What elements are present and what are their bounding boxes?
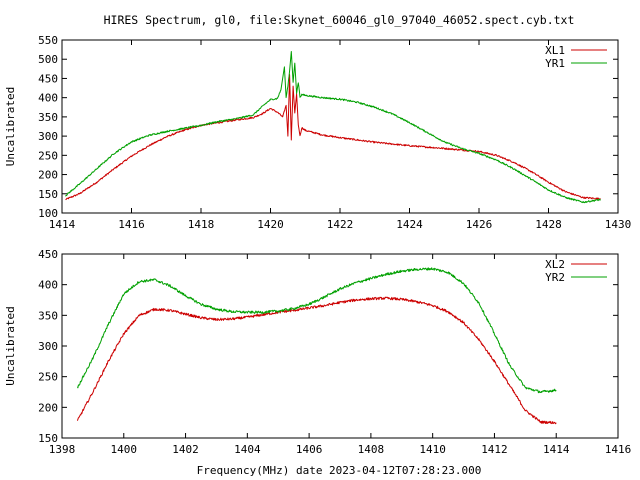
x-tick-label: 1428 [535,218,562,231]
legend-label-yr2: YR2 [545,271,565,284]
x-tick-label: 1412 [481,443,508,456]
x-tick-label: 1402 [172,443,199,456]
legend-label-yr1: YR1 [545,57,565,70]
x-tick-label: 1404 [234,443,261,456]
y-tick-label: 400 [38,279,58,292]
x-tick-label: 1414 [49,218,76,231]
series-line-yr1 [65,51,601,204]
x-tick-label: 1430 [605,218,632,231]
x-axis-label: Frequency(MHz) date 2023-04-12T07:28:23.… [197,464,482,477]
y-tick-label: 250 [38,149,58,162]
x-tick-label: 1416 [118,218,145,231]
y-axis-label: Uncalibrated [4,306,17,385]
y-tick-label: 550 [38,34,58,47]
x-tick-label: 1420 [257,218,284,231]
x-tick-label: 1424 [396,218,423,231]
x-tick-label: 1426 [466,218,493,231]
x-tick-label: 1410 [419,443,446,456]
y-tick-label: 200 [38,401,58,414]
series-line-xl1 [65,74,601,201]
x-tick-label: 1400 [111,443,138,456]
x-tick-label: 1398 [49,443,76,456]
y-tick-label: 150 [38,432,58,445]
chart-panel-top: 100 150 200 250 300 350 400 450 500 550 1414 1416 14… [4,34,631,231]
y-tick-label: 450 [38,72,58,85]
y-tick-label: 450 [38,248,58,261]
x-tick-label: 1422 [327,218,354,231]
x-tick-label: 1406 [296,443,323,456]
series-line-xl2 [76,296,557,425]
y-tick-label: 500 [38,53,58,66]
chart-panel-bottom: 150 200 250 300 350 400 450 1398 1400 1402 1404 140… [4,248,631,456]
series-line-yr2 [76,267,557,394]
y-tick-label: 350 [38,111,58,124]
y-tick-label: 400 [38,92,58,105]
x-tick-label: 1416 [605,443,632,456]
plot-frame [61,39,619,214]
y-tick-label: 100 [38,207,58,220]
y-tick-label: 300 [38,130,58,143]
y-tick-label: 250 [38,371,58,384]
figure-title: HIRES Spectrum, gl0, file:Skynet_60046_g… [104,13,575,27]
y-tick-label: 200 [38,169,58,182]
y-tick-label: 350 [38,309,58,322]
x-tick-label: 1414 [543,443,570,456]
legend-label-xl2: XL2 [545,258,565,271]
x-tick-label: 1408 [358,443,385,456]
y-axis-label: Uncalibrated [4,87,17,166]
y-tick-label: 300 [38,340,58,353]
legend-label-xl1: XL1 [545,44,565,57]
x-tick-label: 1418 [188,218,215,231]
y-tick-label: 150 [38,188,58,201]
